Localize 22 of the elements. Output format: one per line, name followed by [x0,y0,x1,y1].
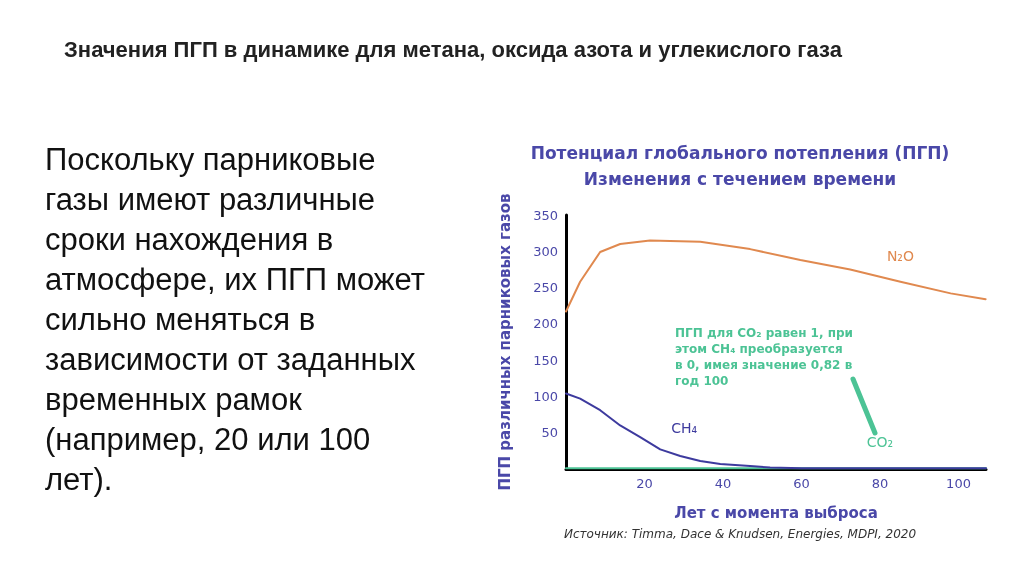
y-tick-label: 150 [533,352,558,368]
x-tick-label: 40 [714,476,732,491]
series-label: CH₄ [671,419,698,436]
series-label: CO₂ [866,434,894,451]
chart-subtitle: Потенциал глобального потепления (ПГП) Изменения с течением времени [530,143,950,189]
y-tick-label: 100 [533,388,558,404]
text: Источник: Timma, Dace & Knudsen, Energies, MDPI, 2020 [563,527,917,541]
annotation: ПГП для CO₂ равен 1, при этом CH₄ преобразуется в 0, имея значение 0,82 в год 100 [675,326,858,388]
x-tick-label: 20 [636,476,653,491]
x-tick-label: 100 [946,476,971,491]
y-tick-label: 200 [533,316,558,332]
y-tick-label: 300 [533,243,558,259]
y-tick-label: 350 [533,207,558,223]
series-label: N₂O [886,247,914,264]
x-axis-title: Лет с момента выброса [674,503,878,522]
y-tick-label: 50 [541,425,558,441]
chart-title: Значения ПГП в динамике для метана, оксида азота и углекислого газа [63,36,843,64]
x-tick-label: 80 [871,476,889,491]
x-tick-label: 60 [793,476,810,491]
y-axis-title: ПГП различных парниковых газов [495,193,514,491]
text: Поскольку парниковые газы имеют различные сроки нахождения в атмосфере, их ПГП может сильно меняться в зависимости от заданных временных рамок (например, 20 или 100 лет). [45,142,426,497]
y-tick-label: 250 [533,280,558,296]
